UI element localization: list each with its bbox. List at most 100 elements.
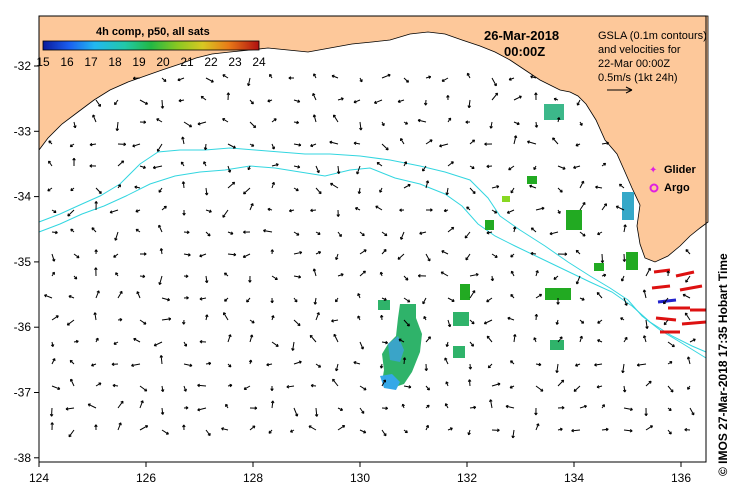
velocity-arrow-head <box>447 324 452 328</box>
velocity-arrow <box>594 363 603 366</box>
velocity-arrow-head <box>44 294 48 298</box>
colorbar-tick-label: 24 <box>252 55 266 69</box>
velocity-arrow-head <box>48 160 52 164</box>
velocity-arrow-head <box>668 431 672 435</box>
velocity-arrow-head <box>340 407 344 412</box>
velocity-arrow-head <box>596 292 600 296</box>
velocity-arrow <box>505 405 515 409</box>
velocity-arrow <box>687 356 691 365</box>
velocity-arrow-head <box>467 432 471 436</box>
y-tick-label: -36 <box>14 320 32 334</box>
velocity-arrow-head <box>427 258 431 262</box>
velocity-arrow-head <box>624 302 628 306</box>
velocity-arrow <box>293 407 298 417</box>
velocity-arrow-head <box>167 297 171 302</box>
velocity-arrow <box>400 138 405 145</box>
legend-line: 0.5m/s (1kt 24h) <box>598 72 678 84</box>
velocity-arrow <box>684 312 691 321</box>
velocity-arrow-head <box>596 385 600 389</box>
velocity-arrow-head <box>248 279 252 283</box>
velocity-arrow <box>161 99 164 109</box>
velocity-arrow-head <box>180 161 184 165</box>
velocity-arrow-head <box>575 249 579 253</box>
velocity-arrow-head <box>465 257 469 261</box>
velocity-arrow <box>154 341 163 347</box>
velocity-arrow <box>623 429 633 432</box>
velocity-arrow-head <box>185 274 189 278</box>
velocity-arrow-head <box>186 296 189 300</box>
velocity-arrow-head <box>573 165 577 170</box>
velocity-arrow <box>403 275 409 281</box>
velocity-arrow <box>556 363 559 373</box>
velocity-arrow-head <box>618 183 622 187</box>
velocity-arrow <box>271 400 274 409</box>
velocity-arrow-head <box>361 410 365 414</box>
velocity-arrow <box>293 319 301 326</box>
velocity-arrow-head <box>288 208 292 213</box>
velocity-arrow-head <box>360 346 364 350</box>
velocity-arrow-head <box>425 424 430 428</box>
velocity-arrow <box>89 143 97 146</box>
velocity-arrow-head <box>297 323 301 327</box>
velocity-arrow <box>95 382 102 387</box>
velocity-arrow <box>359 249 367 255</box>
velocity-arrow-head <box>353 141 357 145</box>
velocity-arrow-head <box>451 298 455 302</box>
velocity-arrow-head <box>530 227 534 231</box>
velocity-arrow-head <box>582 233 586 237</box>
velocity-arrow <box>139 425 148 431</box>
velocity-arrow <box>247 77 251 86</box>
velocity-arrow-head <box>373 100 377 105</box>
velocity-arrow-head <box>381 123 385 127</box>
velocity-arrow-head <box>296 232 300 236</box>
velocity-arrow-head <box>109 210 113 214</box>
velocity-arrow <box>579 202 586 211</box>
velocity-arrow-head <box>270 388 274 392</box>
velocity-arrow-head <box>294 299 298 303</box>
velocity-arrow <box>531 227 537 233</box>
velocity-arrow-head <box>254 406 258 410</box>
velocity-arrow <box>331 319 339 322</box>
x-tick-label: 134 <box>564 471 584 485</box>
velocity-arrow <box>293 165 300 168</box>
y-tick-label: -35 <box>14 255 32 269</box>
velocity-arrow-head <box>636 363 640 367</box>
velocity-arrow <box>468 99 471 108</box>
velocity-arrow <box>425 180 429 189</box>
velocity-arrow-head <box>271 315 275 319</box>
velocity-arrow <box>444 357 449 365</box>
velocity-arrow <box>156 118 163 123</box>
velocity-arrow <box>576 99 581 106</box>
map-frame <box>38 15 707 463</box>
velocity-arrow-head <box>340 97 344 101</box>
velocity-arrow <box>403 385 412 388</box>
landmass <box>38 15 709 263</box>
velocity-arrow <box>310 143 317 147</box>
velocity-arrow <box>136 291 141 299</box>
velocity-arrow-head <box>290 429 293 433</box>
velocity-arrow-head <box>51 271 55 275</box>
velocity-arrow-head <box>208 209 212 213</box>
velocity-arrow-head <box>629 429 633 433</box>
velocity-arrow-head <box>508 167 512 171</box>
velocity-arrow <box>623 385 626 393</box>
velocity-arrow-head <box>472 191 476 195</box>
glider-marker: ✦ <box>649 165 657 176</box>
velocity-arrow-head <box>144 388 148 392</box>
velocity-arrow <box>197 407 207 411</box>
velocity-arrow <box>315 187 322 195</box>
velocity-arrow-head <box>473 405 477 410</box>
date-label: 26-Mar-2018 <box>484 28 560 43</box>
velocity-arrow-head <box>275 163 279 167</box>
velocity-arrow-head <box>207 233 211 237</box>
velocity-arrow <box>353 99 361 103</box>
velocity-arrow-head <box>132 144 136 148</box>
velocity-arrow <box>293 99 300 103</box>
sst-patch <box>527 176 537 184</box>
velocity-arrow-head <box>228 334 232 338</box>
velocity-arrow <box>271 163 279 167</box>
velocity-arrow <box>507 209 515 214</box>
velocity-arrow-head <box>582 202 586 205</box>
velocity-arrow-head <box>335 299 339 303</box>
velocity-arrow <box>199 253 207 257</box>
